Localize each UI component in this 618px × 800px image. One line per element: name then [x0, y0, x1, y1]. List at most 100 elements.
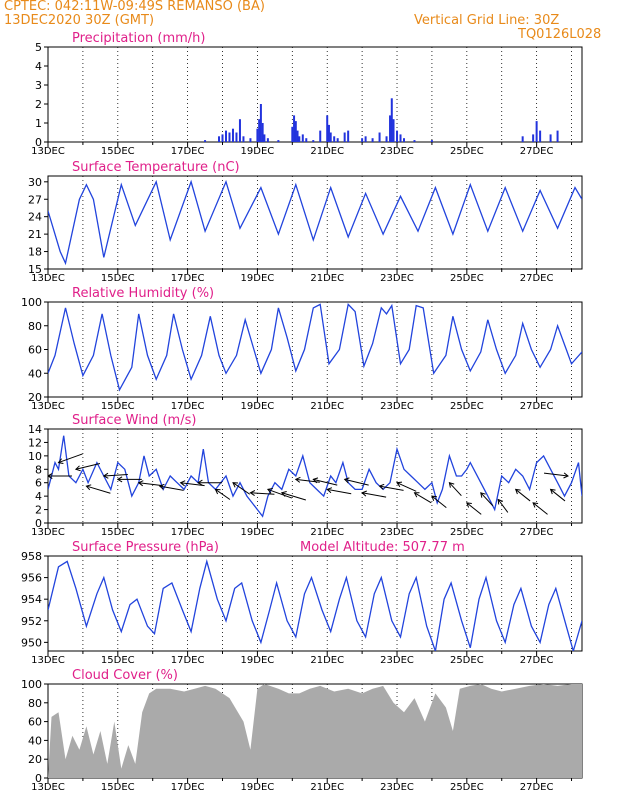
wind-vector: [138, 482, 163, 487]
precip-bar: [521, 136, 524, 142]
humidity-ytick-label: 40: [28, 367, 42, 380]
precip-bar: [298, 136, 301, 142]
wind-vector: [232, 482, 251, 495]
wind-vector-head: [378, 483, 385, 490]
wind-vector-head: [343, 477, 350, 484]
humidity-xtick-label: 27DEC: [520, 401, 554, 412]
temperature-xtick-label: 27DEC: [520, 273, 554, 284]
wind-vector-head: [497, 498, 504, 505]
precip-bar: [390, 98, 393, 142]
precip-bar: [371, 138, 374, 142]
wind-vector-head: [448, 481, 455, 488]
precip-bar: [399, 134, 402, 142]
wind-vector-head: [396, 481, 403, 488]
precip-bar: [228, 132, 231, 142]
precip-xtick-label: 23DEC: [380, 146, 414, 157]
wind-vector-head: [102, 472, 109, 479]
precip-bar: [333, 136, 336, 142]
precip-ytick-label: 3: [35, 79, 42, 92]
wind-xtick-label: 21DEC: [310, 527, 344, 538]
cloud-ytick-label: 100: [21, 678, 42, 691]
precip-bar: [256, 128, 259, 142]
wind-vector-head: [137, 480, 144, 487]
wind-vector: [58, 453, 83, 464]
cloud-xtick-label: 27DEC: [520, 782, 554, 793]
wind-vector: [215, 489, 231, 500]
precip-ytick-label: 0: [35, 136, 42, 149]
precip-bar: [327, 124, 330, 142]
pressure-ytick-label: 958: [21, 550, 42, 563]
precip-bar: [430, 140, 433, 142]
precip-bar: [319, 130, 322, 142]
humidity-xtick-label: 15DEC: [101, 401, 135, 412]
wind-vector-head: [312, 477, 319, 484]
precip-bar: [305, 138, 308, 142]
wind-vector: [327, 488, 352, 495]
humidity-xtick-label: 23DEC: [380, 401, 414, 412]
temperature-ytick-label: 30: [28, 176, 42, 189]
wind-vector: [466, 502, 482, 515]
humidity-xtick-label: 25DEC: [450, 401, 484, 412]
wind-xtick-label: 19DEC: [241, 527, 275, 538]
cloud-ytick-label: 20: [28, 753, 42, 766]
precip-bar: [378, 132, 381, 142]
precip-xtick-label: 13DEC: [31, 146, 65, 157]
wind-vector: [344, 478, 369, 486]
wind-vector-head: [158, 483, 165, 490]
temperature-ytick-label: 15: [28, 263, 42, 276]
cloud-xtick-label: 23DEC: [380, 782, 414, 793]
humidity-xtick-label: 17DEC: [171, 401, 205, 412]
wind-vector-head: [563, 472, 569, 479]
wind-vector-head: [532, 502, 539, 508]
precip-xtick-label: 25DEC: [450, 146, 484, 157]
precip-bar: [347, 130, 350, 142]
header-date: 13DEC2020 30Z (GMT): [4, 13, 155, 28]
cloud-xtick-label: 15DEC: [101, 782, 135, 793]
precip-xtick-label: 19DEC: [241, 146, 275, 157]
temperature-xtick-label: 23DEC: [380, 273, 414, 284]
humidity-title: Relative Humidity (%): [72, 286, 214, 301]
temperature-xtick-label: 19DEC: [241, 273, 275, 284]
wind-vector: [449, 482, 462, 497]
temperature-xtick-label: 15DEC: [101, 273, 135, 284]
precip-bar: [242, 136, 245, 142]
wind-vector: [396, 482, 417, 492]
wind-vector: [379, 485, 404, 491]
precip-bar: [312, 140, 315, 142]
temperature-title: Surface Temperature (nC): [72, 160, 240, 175]
temperature-ytick-label: 18: [28, 246, 42, 259]
pressure-ytick-label: 952: [21, 615, 42, 628]
pressure-xtick-label: 25DEC: [450, 655, 484, 666]
precip-bar: [532, 134, 535, 142]
pressure-xtick-label: 17DEC: [171, 655, 205, 666]
wind-vector: [362, 492, 387, 498]
wind-xtick-label: 17DEC: [171, 527, 205, 538]
wind-vector-head: [116, 476, 123, 483]
precip-xtick-label: 15DEC: [101, 146, 135, 157]
precip-bar: [329, 132, 332, 142]
precip-bar: [301, 134, 304, 142]
precip-bar: [296, 130, 299, 142]
precip-bar: [235, 132, 238, 142]
precip-bar: [266, 138, 269, 142]
precip-bar: [539, 130, 542, 142]
precip-bar: [261, 123, 264, 142]
wind-vector-head: [57, 458, 64, 464]
temperature-frame: [47, 175, 583, 270]
wind-vector-head: [361, 490, 367, 497]
precip-bar: [263, 134, 266, 142]
precip-bar: [218, 136, 221, 142]
precip-bar: [413, 140, 416, 142]
precip-bar: [291, 126, 294, 142]
humidity-ytick-label: 20: [28, 391, 42, 404]
wind-vector: [497, 499, 509, 513]
precip-ytick-label: 4: [35, 60, 42, 73]
precip-bar: [249, 138, 252, 142]
wind-xtick-label: 27DEC: [520, 527, 554, 538]
wind-xtick-label: 23DEC: [380, 527, 414, 538]
wind-vector-head: [294, 476, 301, 483]
humidity-ytick-label: 100: [21, 296, 42, 309]
header-model-id: TQ0126L028: [518, 27, 602, 42]
cloud-ytick-label: 60: [28, 716, 42, 729]
wind-vector-head: [280, 491, 287, 497]
